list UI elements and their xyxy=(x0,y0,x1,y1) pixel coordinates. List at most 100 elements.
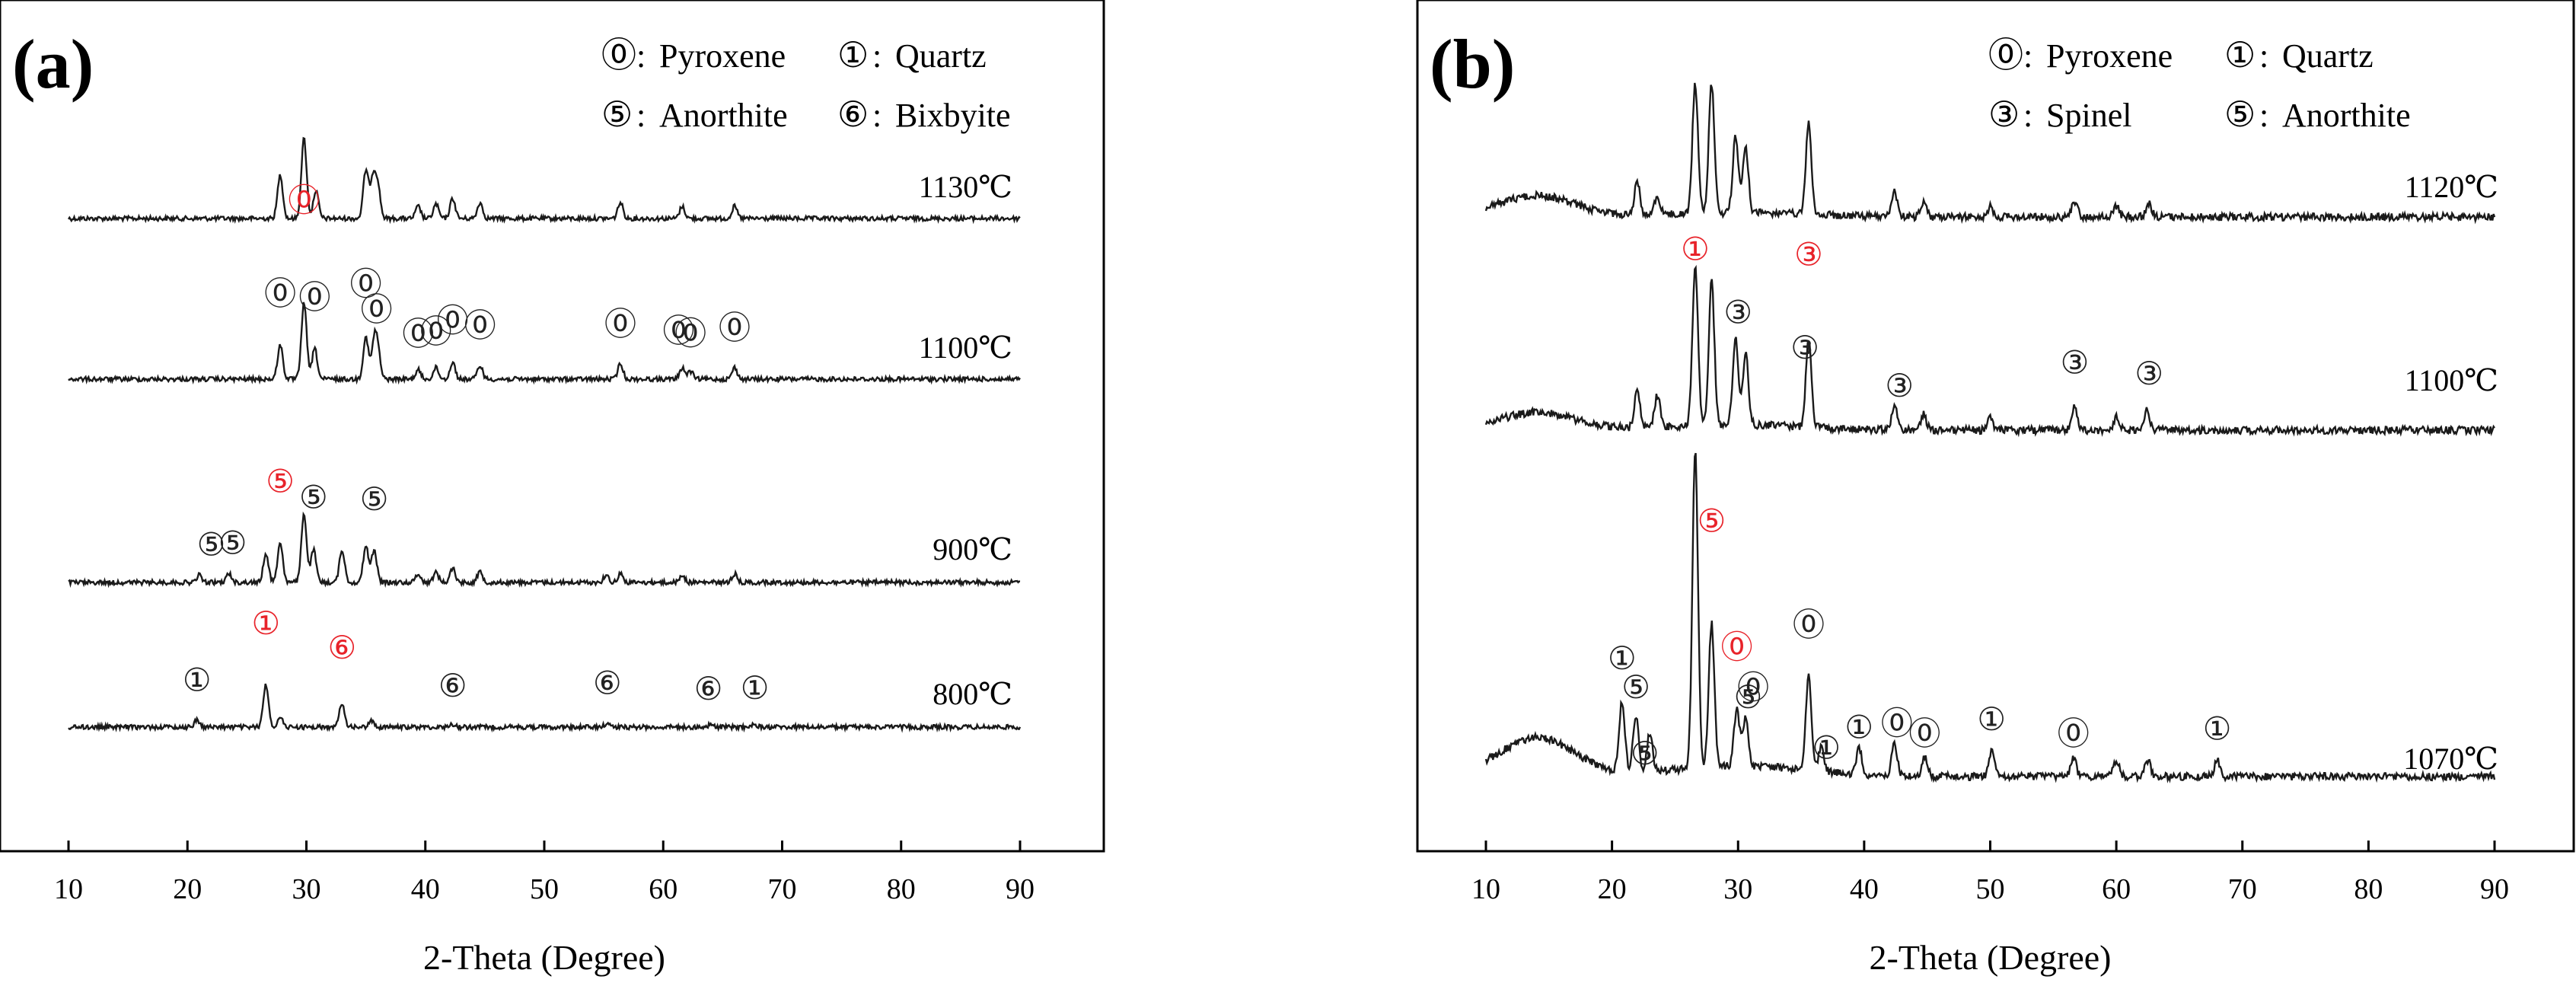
legend-colon: : xyxy=(2023,37,2032,75)
legend-entry: ⓪: Pyroxene xyxy=(601,36,786,75)
phase-marker: ⑤ xyxy=(360,483,389,518)
phase-marker: ⓪ xyxy=(298,281,330,316)
x-tick-label: 50 xyxy=(530,873,559,905)
legend: ⓪: Pyroxene ①: Quartz ③: Spinel ⑤: Anorthit… xyxy=(1988,36,2411,134)
phase-marker: ① xyxy=(1608,642,1637,677)
x-tick-label: 90 xyxy=(1006,873,1035,905)
panel-b-label: (b) xyxy=(1430,25,1515,103)
xrd-trace xyxy=(68,683,1022,733)
legend-entry: ③: Spinel xyxy=(1988,95,2131,134)
legend-colon: : xyxy=(636,37,646,75)
x-tick-label: 30 xyxy=(292,873,321,905)
phase-marker: ③ xyxy=(1723,295,1752,330)
phase-marker: ⑤ xyxy=(218,526,247,561)
x-tick-label: 70 xyxy=(2228,873,2257,905)
xrd-trace xyxy=(1484,452,2496,783)
phase-marker: ⑤ xyxy=(1621,671,1650,706)
phase-marker: ⓪ xyxy=(464,309,496,344)
x-tick-label: 30 xyxy=(1723,873,1752,905)
phase-marker: ⓪ xyxy=(350,268,382,303)
phase-marker: ⑤ xyxy=(1698,505,1726,540)
phase-marker: ⑤ xyxy=(299,481,328,516)
phase-marker: ⓪ xyxy=(1721,630,1753,665)
phase-marker: ③ xyxy=(2061,346,2090,381)
phase-marker: ⑤ xyxy=(266,464,295,499)
phase-marker: ① xyxy=(1844,710,1873,745)
series-label: 1100℃ xyxy=(919,330,1012,365)
x-tick-label: 80 xyxy=(2354,873,2383,905)
legend-name: Bixbyite xyxy=(895,97,1011,134)
series-label: 1070℃ xyxy=(2403,742,2498,776)
legend-name: Pyroxene xyxy=(659,37,786,75)
legend-entry: ①: Quartz xyxy=(837,36,987,75)
phase-marker: ⓪ xyxy=(264,277,296,312)
phase-marker: ① xyxy=(741,672,770,707)
legend-colon: : xyxy=(872,97,882,134)
phase-marker: ① xyxy=(183,663,212,698)
phase-marker: ⓪ xyxy=(2058,717,2090,752)
phase-marker: ⓪ xyxy=(719,311,751,346)
legend-colon: : xyxy=(2259,37,2268,75)
xrd-trace xyxy=(67,136,1021,225)
phase-marker: ⑤ xyxy=(197,528,226,563)
phase-marker: ③ xyxy=(1790,331,1819,366)
phase-marker: ① xyxy=(1681,233,1710,268)
x-axis-label: 2-Theta (Degree) xyxy=(423,938,665,977)
legend-symbol: ① xyxy=(2224,36,2256,75)
panel-b-frame xyxy=(1416,0,2575,853)
legend: ⓪: Pyroxene ①: Quartz ⑤: Anorthite ⑥: Bixby… xyxy=(601,36,1011,134)
legend-name: Anorthite xyxy=(2282,97,2411,134)
phase-marker: ⑥ xyxy=(438,669,467,704)
phase-marker: ⓪ xyxy=(1737,671,1769,706)
legend-colon: : xyxy=(872,37,882,75)
phase-marker: ⑤ xyxy=(1734,681,1763,716)
legend-symbol: ⓪ xyxy=(601,36,636,75)
x-tick-label: 40 xyxy=(1850,873,1879,905)
panel-a: (a) 10 20 30 40 50 60 70 80 90 2-Theta (Degree) ⓪:… xyxy=(0,0,1105,977)
phase-marker: ⑤ xyxy=(1631,737,1659,772)
phase-marker: ⓪ xyxy=(437,305,469,340)
phase-marker: ① xyxy=(1812,732,1841,767)
x-tick-label: 60 xyxy=(2102,873,2131,905)
xrd-trace xyxy=(68,511,1021,589)
legend-name: Quartz xyxy=(895,37,987,75)
legend-colon: : xyxy=(2023,97,2032,134)
phase-marker: ③ xyxy=(1794,238,1823,273)
phase-marker: ⓪ xyxy=(663,314,695,349)
x-tick-label: 90 xyxy=(2480,873,2509,905)
phase-marker: ③ xyxy=(2134,357,2163,392)
xrd-trace xyxy=(68,301,1021,385)
panel-b: (b) 10 20 30 40 50 60 70 80 90 2-Theta (Degree) ⓪:… xyxy=(1416,0,2575,977)
series-label: 900℃ xyxy=(933,532,1012,566)
series-label: 1130℃ xyxy=(919,170,1012,204)
phase-marker: ⓪ xyxy=(361,293,393,328)
legend-entry: ⓪: Pyroxene xyxy=(1988,36,2173,75)
phase-marker: ⓪ xyxy=(1793,608,1825,643)
series-label: 1120℃ xyxy=(2405,170,2498,204)
legend-name: Pyroxene xyxy=(2046,37,2173,75)
phase-marker: ③ xyxy=(1885,369,1914,404)
x-tick-label: 60 xyxy=(649,873,677,905)
x-tick-label: 40 xyxy=(411,873,440,905)
series-label: 1100℃ xyxy=(2405,363,2498,397)
x-tick-label: 20 xyxy=(1598,873,1627,905)
legend-name: Spinel xyxy=(2046,97,2131,134)
x-axis-label: 2-Theta (Degree) xyxy=(1870,938,2112,977)
phase-marker: ⓪ xyxy=(1881,707,1913,742)
panel-a-frame xyxy=(0,0,1105,853)
x-tick-label: 70 xyxy=(768,873,797,905)
phase-marker: ⓪ xyxy=(288,184,320,219)
x-tick-label: 50 xyxy=(1976,873,2005,905)
legend-symbol: ③ xyxy=(1988,95,2020,134)
phase-marker: ⑥ xyxy=(593,666,622,701)
xrd-trace xyxy=(1484,82,2496,225)
phase-marker: ① xyxy=(1977,703,2006,738)
legend-name: Anorthite xyxy=(659,97,788,134)
legend-colon: : xyxy=(636,97,646,134)
phase-marker: ⓪ xyxy=(674,317,706,353)
legend-entry: ⑤: Anorthite xyxy=(2224,95,2411,134)
legend-entry: ⑥: Bixbyite xyxy=(837,95,1011,134)
phase-marker: ⓪ xyxy=(402,317,434,353)
legend-entry: ⑤: Anorthite xyxy=(601,95,788,134)
